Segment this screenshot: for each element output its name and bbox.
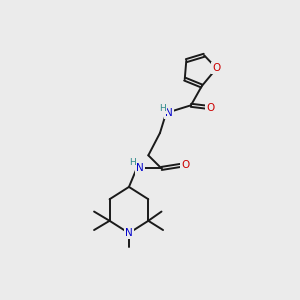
Text: N: N [136, 164, 144, 173]
Text: H: H [159, 104, 166, 113]
Text: O: O [182, 160, 190, 170]
Text: O: O [212, 63, 221, 73]
Text: N: N [165, 108, 173, 118]
Text: H: H [130, 158, 136, 167]
Text: N: N [125, 228, 133, 238]
Text: O: O [206, 103, 214, 112]
